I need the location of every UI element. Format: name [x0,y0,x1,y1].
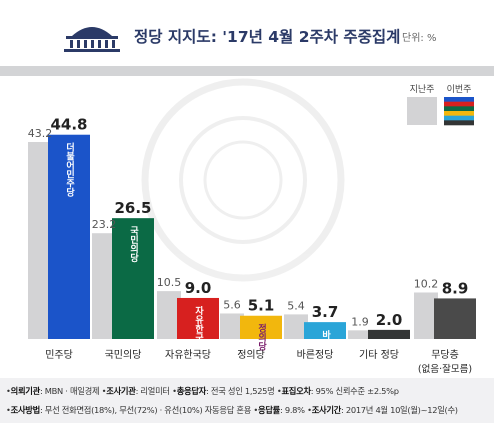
party-logo-2: 자유한국당 [193,305,203,352]
footer-value: : MBN · 매일경제 [39,386,100,396]
unit-label: 단위: % [402,33,437,44]
category-label-3: 정의당 [237,349,265,361]
legend-current-label: 이번주 [447,84,472,95]
footer-value: : 9.8% [280,405,305,415]
bar-current-5 [368,329,410,339]
value-label-previous-3: 5.6 [223,298,241,311]
value-label-previous-0: 43.2 [28,127,53,140]
category-label-2: 자유한국당 [165,349,211,361]
bar-group-1: 국민의당 23.226.5 [92,199,154,339]
category-label-1: 국민의당 [105,349,142,361]
page-title: 정당 지지도: '17년 4월 2주차 주중집계 [134,28,401,46]
footer-bullet: • [253,405,259,415]
footer-label: 표집오차 [281,386,311,396]
value-label-current-1: 26.5 [114,199,151,217]
footer-value: : 무선 전화면접(18%), 무선(72%) · 유선(10%) 자동응답 혼… [39,405,252,415]
survey-info-footer: •의뢰기관: MBN · 매일경제 •조사기관: 리얼미터 •총응답자: 전국 … [0,378,494,423]
legend-previous-label: 지난주 [410,84,435,95]
value-label-current-2: 9.0 [185,279,212,297]
bar-group-5: 1.9 2.0 [348,311,410,339]
party-logo-1: 국민의당 [128,226,138,263]
category-label-6: 무당층 [431,349,459,361]
watermark-seal [141,78,345,282]
bar-current-3 [240,315,282,339]
bar-current-1 [112,218,154,339]
value-label-previous-6: 10.2 [414,277,439,290]
bar-group-6: 10.2 8.9 [414,277,476,339]
footer-label: 총응답자 [176,386,207,396]
value-label-current-4: 3.7 [312,303,339,321]
bar-previous-5 [348,330,372,339]
category-label-4: 바른정당 [297,349,334,361]
footer-value: : 2017년 4월 10일(월)~12일(수) [341,405,458,415]
survey-info-line-1: •의뢰기관: MBN · 매일경제 •조사기관: 리얼미터 •총응답자: 전국 … [6,385,399,397]
footer-bullet: • [172,386,177,396]
value-label-current-0: 44.8 [50,116,87,134]
bar-group-0: 더불어민주당 43.244.8 [28,116,90,339]
footer-label: 의뢰기관 [10,386,41,396]
header: 정당 지지도: '17년 4월 2주차 주중집계 단위: % [0,0,494,66]
party-logo-3: 정의당 [256,323,266,352]
footer-value: : 95% 신뢰수준 ±2.5%p [310,386,399,396]
value-label-current-5: 2.0 [376,311,403,329]
value-label-previous-2: 10.5 [157,276,182,289]
legend-current-swatch [444,97,474,126]
bar-group-4: 바른정당 5.4 3.7 [284,299,346,367]
footer-label: 조사기간 [311,405,342,415]
footer-bullet: • [307,405,312,415]
footer-bullet: • [6,386,11,396]
legend-previous-swatch [407,97,437,125]
value-label-previous-5: 1.9 [351,315,369,328]
footer-value: : 전국 성인 1,525명 [206,386,275,396]
bar-group-3: 정의당 5.6 5.1 [220,297,282,352]
value-label-current-3: 5.1 [248,297,275,315]
bar-group-2: 자유한국당 10.5 9.0 [157,276,219,352]
category-label-5: 기타 정당 [359,349,399,361]
bar-current-6 [434,298,476,339]
footer-bullet: • [101,386,107,396]
bar-current-2 [177,297,219,339]
footer-value: : 리얼미터 [135,386,170,396]
footer-label: 조사방법 [10,405,41,415]
party-logo-4: 바른정당 [320,329,330,367]
survey-info-line-2: •조사방법: 무선 전화면접(18%), 무선(72%) · 유선(10%) 자… [6,404,458,416]
footer-label: 응답률 [258,405,281,415]
footer-bullet: • [276,386,282,396]
header-divider [0,66,494,76]
value-label-current-6: 8.9 [442,279,469,297]
legend: 지난주 이번주 [407,84,474,126]
party-support-chart: 지난주 이번주 더불어민주당 43.244.8 국민의당 23.226.5 자유한국당 1… [28,78,476,375]
value-label-previous-4: 5.4 [287,299,305,312]
national-assembly-logo-icon [64,27,120,52]
category-label-0: 민주당 [45,349,73,361]
footer-label: 조사기관 [106,386,136,396]
category-sublabel-6: (없음·잘모름) [418,363,472,375]
footer-bullet: • [6,405,11,415]
party-logo-0: 더불어민주당 [64,142,74,198]
bar-current-0 [48,134,90,339]
value-label-previous-1: 23.2 [92,218,117,231]
bar-current-4 [304,322,346,339]
